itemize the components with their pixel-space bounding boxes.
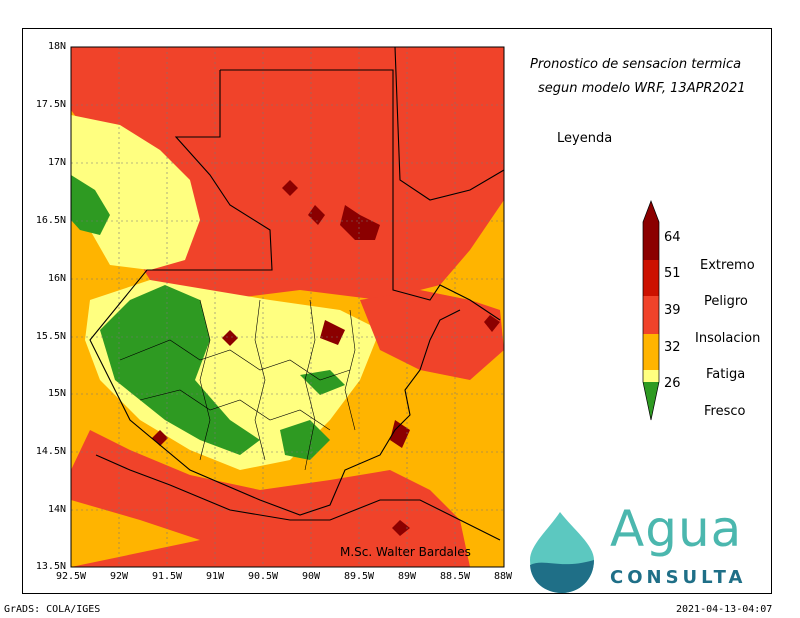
title-line-1: Pronostico de sensacion termica bbox=[530, 57, 742, 72]
lat-label-13-5n: 13.5N bbox=[35, 561, 66, 572]
lat-label-16n: 16N bbox=[47, 273, 66, 284]
footer-left: GrADS: COLA/IGES bbox=[4, 604, 101, 615]
lon-label-88-5w: 88.5W bbox=[439, 571, 471, 582]
category-insolacion: Insolacion bbox=[695, 331, 761, 346]
lat-label-18n: 18N bbox=[47, 41, 66, 52]
field-fresco-patch bbox=[300, 370, 345, 395]
colorbar-segment-fatiga bbox=[643, 370, 659, 382]
field-fresco-west bbox=[71, 175, 110, 235]
category-fresco: Fresco bbox=[704, 404, 746, 419]
colorbar-tick-32: 32 bbox=[664, 340, 681, 355]
category-extremo: Extremo bbox=[700, 258, 755, 273]
lon-label-90-5w: 90.5W bbox=[247, 571, 279, 582]
field-insolacion-coast bbox=[71, 500, 200, 567]
colorbar bbox=[642, 200, 660, 421]
map-frame bbox=[70, 46, 505, 568]
lon-label-90w: 90W bbox=[301, 571, 321, 582]
colorbar-segment-extremo-top bbox=[643, 222, 659, 260]
logo-drop-icon bbox=[530, 512, 594, 593]
colorbar-segment-insolacion bbox=[643, 334, 659, 370]
lon-label-91-5w: 91.5W bbox=[151, 571, 183, 582]
country-borders bbox=[89, 46, 505, 541]
lat-label-16-5n: 16.5N bbox=[35, 215, 66, 226]
colorbar-segment-peligro bbox=[643, 296, 659, 334]
colorbar-tick-51: 51 bbox=[664, 266, 681, 281]
department-borders bbox=[119, 299, 356, 471]
lat-label-14-5n: 14.5N bbox=[35, 446, 66, 457]
logo-word: Agua bbox=[610, 500, 743, 558]
lon-label-88w: 88W bbox=[493, 571, 513, 582]
lon-label-92-5w: 92.5W bbox=[55, 571, 87, 582]
map-fields bbox=[71, 47, 504, 567]
lat-label-17-5n: 17.5N bbox=[35, 99, 66, 110]
border-guatemala bbox=[89, 70, 461, 516]
figure-frame bbox=[22, 28, 772, 594]
field-fatiga-west bbox=[71, 115, 200, 270]
colorbar-tick-39: 39 bbox=[664, 303, 681, 318]
lon-label-89-5w: 89.5W bbox=[343, 571, 375, 582]
footer-right: 2021-04-13-04:07 bbox=[676, 604, 773, 615]
border-belize-coast bbox=[394, 46, 505, 201]
field-fresco-east bbox=[280, 420, 330, 460]
legend-title: Leyenda bbox=[557, 131, 613, 146]
colorbar-segment-fresco bbox=[643, 382, 659, 420]
logo-sub: CONSULTA bbox=[610, 567, 747, 588]
lat-label-17n: 17N bbox=[47, 157, 66, 168]
map-credit: M.Sc. Walter Bardales bbox=[340, 545, 471, 559]
category-peligro: Peligro bbox=[704, 294, 748, 309]
border-guatemala-belize bbox=[220, 69, 501, 321]
lat-label-14n: 14N bbox=[47, 504, 66, 515]
lon-label-89w: 89W bbox=[397, 571, 417, 582]
lat-label-15-5n: 15.5N bbox=[35, 331, 66, 342]
colorbar-segment-extremo bbox=[643, 260, 659, 296]
colorbar-segment-64 bbox=[643, 201, 659, 222]
colorbar-tick-26: 26 bbox=[664, 376, 681, 391]
lon-label-92w: 92W bbox=[109, 571, 129, 582]
lat-label-15n: 15N bbox=[47, 388, 66, 399]
field-fresco-highlands bbox=[100, 285, 260, 455]
category-fatiga: Fatiga bbox=[706, 367, 746, 382]
colorbar-tick-64: 64 bbox=[664, 230, 681, 245]
title-line-2: segun modelo WRF, 13APR2021 bbox=[538, 81, 746, 96]
coastline-pacific bbox=[95, 454, 501, 541]
lon-label-91w: 91W bbox=[205, 571, 225, 582]
